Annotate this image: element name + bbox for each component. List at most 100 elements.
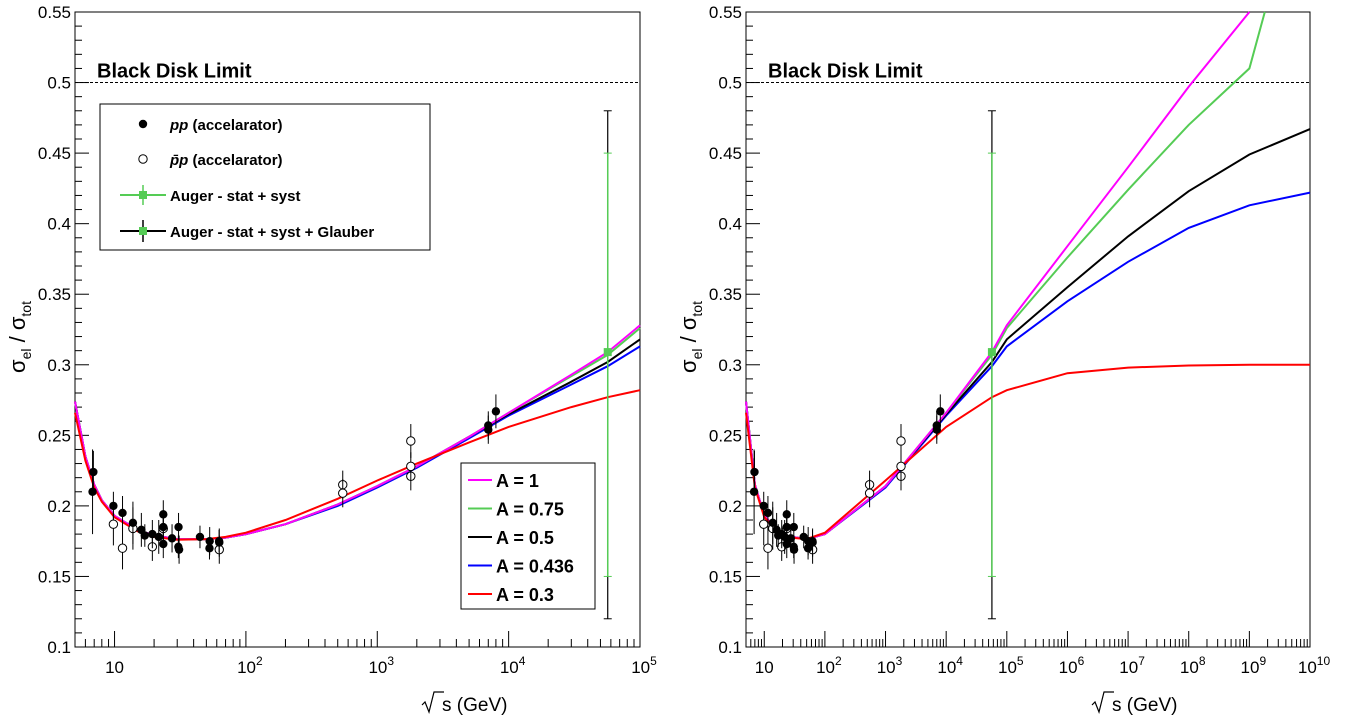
left-y-axis-label-part: tot [18, 301, 34, 317]
left-x-tick-label-text: 103 [368, 654, 394, 677]
left-x-tick-label: 102 [237, 654, 263, 677]
right-x-tick-label-text: 105 [998, 654, 1024, 677]
right-x-tick-label: 108 [1180, 654, 1206, 677]
legend-particle-name: pp [169, 117, 188, 134]
left-y-axis-label-part: σ [5, 359, 30, 373]
right-x-tick-label-exponent: 5 [1017, 654, 1024, 668]
right-x-tick-label-exponent: 7 [1138, 654, 1145, 668]
right-pp-point [789, 545, 799, 554]
right-y-axis-label-part: / σ [676, 316, 701, 348]
left-y-tick-label: 0.15 [38, 567, 71, 586]
legend-data-label: pp (accelarator) [169, 117, 283, 134]
right-x-tick-label-exponent: 10 [1317, 654, 1331, 668]
right-auger-marker [987, 348, 996, 357]
left-pp-point [215, 538, 224, 547]
right-y-tick-label: 0.35 [709, 285, 742, 304]
left-curve-legend: A = 1 A = 0.75 A = 0.5 A = 0.436 A = 0.3 [460, 462, 596, 610]
right-x-tick-label-text: 10 [755, 658, 774, 677]
left-x-tick-label-exponent: 5 [650, 654, 657, 668]
right-ppbar-point [864, 488, 875, 498]
left-pp-point [118, 508, 127, 518]
left-ppbar-point [406, 436, 416, 446]
left-data-legend-box [99, 103, 431, 251]
left-pp-point [491, 407, 501, 416]
left-x-tick-label-text: 104 [500, 654, 526, 677]
right-ppbar-point [759, 519, 769, 529]
right-x-tick-label-text: 109 [1241, 654, 1267, 677]
right-x-axis-label-text: s (GeV) [1112, 695, 1177, 716]
right-pp-point [782, 522, 791, 532]
right-x-tick-label-text: 102 [816, 654, 842, 677]
left-ppbar-point [406, 461, 416, 472]
right-y-tick-label: 0.2 [718, 497, 742, 516]
left-y-tick-label: 0.45 [38, 144, 71, 163]
left-y-axis-label: σel / σtot [5, 301, 34, 373]
left-pp-point [140, 531, 150, 540]
legend-curve-label: A = 0.3 [496, 585, 554, 605]
left-pp-point [167, 534, 177, 543]
right-x-tick-label: 109 [1241, 654, 1267, 677]
right-series-line [745, 128, 1311, 541]
left-pp-point [195, 532, 205, 542]
right-x-tick-label: 10 [755, 658, 774, 677]
right-x-tick-label: 107 [1119, 654, 1145, 677]
left-black-disk-label: Black Disk Limit [97, 61, 252, 83]
legend-data-label: p̄p (accelarator) [169, 152, 283, 169]
right-x-axis-label: s (GeV) [1091, 691, 1177, 716]
right-data-points [749, 394, 945, 570]
right-y-tick-label: 0.15 [709, 567, 742, 586]
right-series-line [745, 11, 1266, 541]
left-pp-point [154, 532, 163, 542]
left-x-tick-label: 104 [500, 654, 526, 677]
right-pp-point [789, 522, 798, 532]
right-y-axis-label: σel / σtot [676, 301, 705, 373]
legend-auger-square [139, 191, 147, 199]
left-pp-point [159, 522, 168, 532]
right-ppbar-point [763, 543, 773, 553]
right-plot-frame [745, 11, 1311, 648]
right-x-tick-label-exponent: 3 [896, 654, 903, 668]
right-x-tick-label-exponent: 9 [1259, 654, 1266, 668]
left-pp-point [128, 518, 138, 528]
right-pp-point [932, 421, 941, 430]
left-auger-marker [603, 348, 612, 357]
right-x-tick-label: 106 [1059, 654, 1085, 677]
legend-data-label: Auger - stat + syst + Glauber [170, 224, 374, 241]
left-y-tick-label: 0.25 [38, 426, 71, 445]
right-x-tick-label-exponent: 2 [835, 654, 842, 668]
right-y-tick-label: 0.3 [718, 356, 742, 375]
right-y-tick-label: 0.45 [709, 144, 742, 163]
left-pp-point [88, 487, 97, 496]
left-ppbar-point [108, 519, 119, 529]
legend-curve-label: A = 1 [496, 471, 539, 491]
left-x-tick-label-text: 10 [105, 658, 124, 677]
right-pp-point [759, 501, 768, 511]
right-x-tick-label-text: 1010 [1298, 654, 1331, 677]
left-sqrt-sign [421, 691, 444, 714]
right-pp-point [763, 508, 773, 518]
legend-pp-marker [138, 119, 148, 129]
legend-ppbar-marker [138, 154, 148, 164]
right-series-line [745, 363, 1310, 541]
right-x-tick-label: 1010 [1298, 654, 1331, 677]
legend-particle-desc: (accelarator) [188, 117, 282, 134]
left-ppbar-point [338, 488, 348, 498]
left-y-tick-label: 0.55 [38, 3, 71, 22]
right-pp-point [808, 538, 817, 547]
right-x-tick-label-exponent: 6 [1078, 654, 1085, 668]
right-y-tick-label: 0.55 [709, 3, 742, 22]
right-pp-point [768, 518, 777, 528]
left-y-tick-label: 0.3 [47, 356, 71, 375]
left-data-legend: pp (accelarator) p̄p (accelarator) Auger -… [99, 103, 431, 251]
right-pp-point [750, 467, 759, 477]
left-y-axis-label-part: el [18, 349, 34, 360]
left-data-points [88, 394, 501, 570]
right-y-tick-label: 0.4 [718, 215, 742, 234]
left-y-tick-label: 0.5 [47, 74, 71, 93]
legend-curve-label: A = 0.75 [496, 500, 564, 520]
right-x-tick-label-text: 107 [1119, 654, 1145, 677]
right-y-tick-label: 0.5 [718, 74, 742, 93]
right-y-axis-label-text: σel / σtot [676, 301, 705, 373]
left-plot-frame [74, 11, 641, 648]
right-x-tick-label-text: 106 [1059, 654, 1085, 677]
